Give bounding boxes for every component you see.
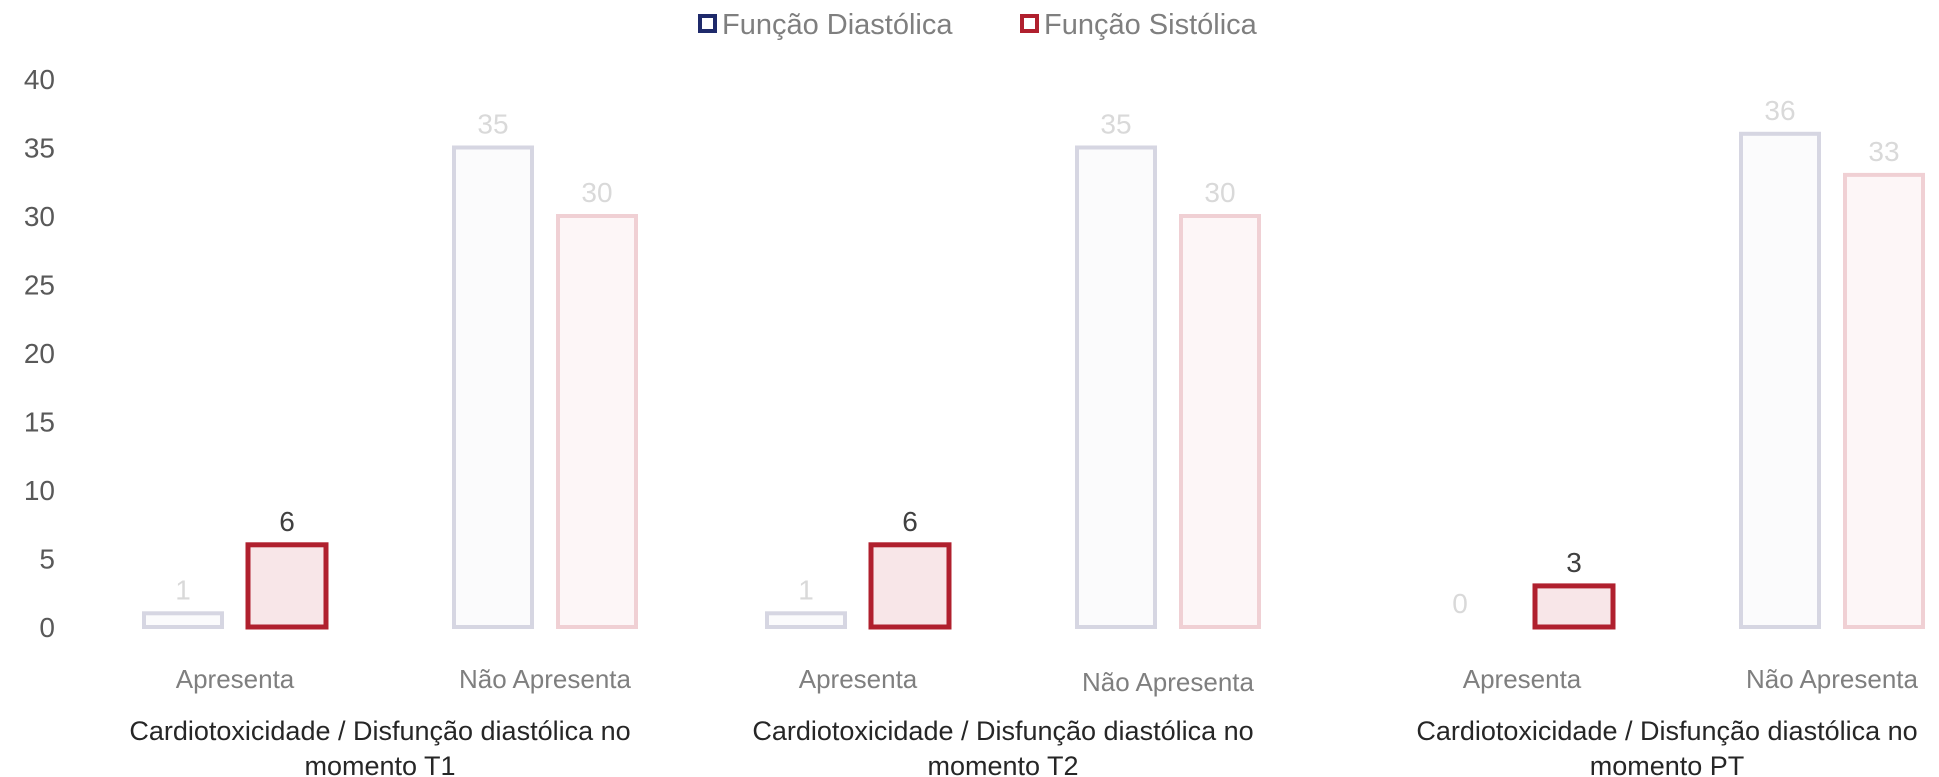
bar bbox=[1843, 172, 1925, 629]
data-label: 35 bbox=[1100, 109, 1131, 140]
y-tick-label: 0 bbox=[39, 612, 55, 643]
group-label: Cardiotoxicidade / Disfunção diastólica … bbox=[1416, 716, 1917, 746]
legend-label: Função Sistólica bbox=[1044, 9, 1258, 41]
data-label: 35 bbox=[477, 109, 508, 140]
bar bbox=[1739, 131, 1821, 630]
data-label: 33 bbox=[1868, 136, 1899, 167]
bar bbox=[1532, 583, 1616, 630]
bar bbox=[142, 611, 224, 629]
bar bbox=[1075, 145, 1157, 629]
data-labels: 1 6 35 30 1 6 35 30 0 3 36 33 bbox=[175, 95, 1899, 619]
legend: Função Diastólica Função Sistólica bbox=[698, 9, 1258, 41]
data-label: 0 bbox=[1452, 588, 1468, 619]
category-label: Não Apresenta bbox=[459, 664, 632, 694]
x-axis: Apresenta Não Apresenta Cardiotoxicidade /… bbox=[129, 664, 1918, 777]
category-label: Não Apresenta bbox=[1746, 664, 1919, 694]
category-label: Apresenta bbox=[176, 664, 295, 694]
legend-swatch bbox=[698, 14, 717, 33]
y-tick-label: 15 bbox=[24, 407, 55, 438]
data-label: 6 bbox=[902, 506, 918, 537]
data-label: 1 bbox=[798, 574, 814, 605]
group-label: momento PT bbox=[1590, 751, 1745, 777]
data-label: 30 bbox=[581, 177, 612, 208]
bar bbox=[452, 145, 534, 629]
bar bbox=[245, 542, 329, 630]
bar bbox=[556, 214, 638, 629]
group-label: momento T1 bbox=[304, 751, 455, 777]
y-tick-label: 25 bbox=[24, 270, 55, 301]
legend-label: Função Diastólica bbox=[722, 9, 953, 41]
y-tick-label: 30 bbox=[24, 201, 55, 232]
bar bbox=[765, 611, 847, 629]
group-label: Cardiotoxicidade / Disfunção diastólica … bbox=[129, 716, 630, 746]
data-label: 36 bbox=[1764, 95, 1795, 126]
category-label: Apresenta bbox=[1463, 664, 1582, 694]
bars bbox=[142, 131, 1925, 630]
group-label: momento T2 bbox=[927, 751, 1078, 777]
category-label: Apresenta bbox=[799, 664, 918, 694]
y-axis: 0 5 10 15 20 25 30 35 40 bbox=[24, 64, 55, 643]
data-label: 6 bbox=[279, 506, 295, 537]
y-tick-label: 40 bbox=[24, 64, 55, 95]
y-tick-label: 20 bbox=[24, 338, 55, 369]
bar bbox=[1179, 214, 1261, 629]
y-tick-label: 10 bbox=[24, 475, 55, 506]
data-label: 3 bbox=[1566, 547, 1582, 578]
y-tick-label: 5 bbox=[39, 544, 55, 575]
data-label: 30 bbox=[1204, 177, 1235, 208]
bar bbox=[868, 542, 952, 630]
y-tick-label: 35 bbox=[24, 133, 55, 164]
legend-swatch bbox=[1020, 14, 1039, 33]
category-label: Não Apresenta bbox=[1082, 667, 1255, 697]
group-label: Cardiotoxicidade / Disfunção diastólica … bbox=[752, 716, 1253, 746]
data-label: 1 bbox=[175, 574, 191, 605]
